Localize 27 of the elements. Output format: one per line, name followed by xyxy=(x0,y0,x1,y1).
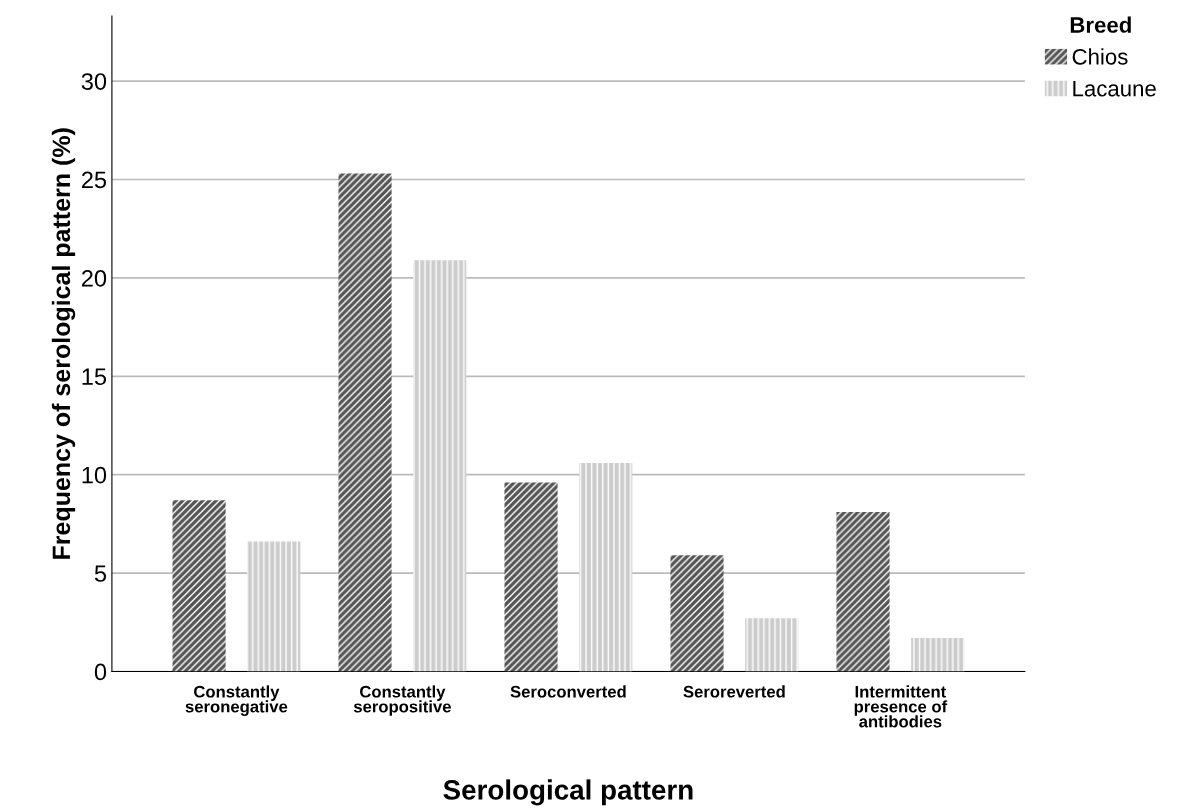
x-axis-title: Serological pattern xyxy=(443,779,693,806)
bar xyxy=(911,638,965,672)
legend-title: Breed xyxy=(1070,16,1131,33)
y-tick-label: 0 xyxy=(94,663,107,681)
x-tick-label: Constantly seronegative xyxy=(185,685,288,716)
y-tick-label: 30 xyxy=(81,73,107,90)
bar xyxy=(745,618,799,672)
x-tick-label: Intermittent presence of antibodies xyxy=(854,685,948,728)
y-tick-label: 10 xyxy=(82,466,107,484)
y-axis-title: Frequency of serological pattern (%) xyxy=(51,128,76,559)
x-tick-label: Seroreverted xyxy=(683,685,785,698)
bar xyxy=(338,173,392,672)
x-tick-label: Constantly seropositive xyxy=(353,685,451,716)
legend-label: Lacaune xyxy=(1073,80,1156,97)
y-tick-label: 5 xyxy=(94,565,107,582)
bar xyxy=(413,260,467,672)
bar xyxy=(247,541,301,672)
legend-label: Chios xyxy=(1072,48,1128,65)
bar xyxy=(670,555,724,672)
bar xyxy=(504,482,558,672)
bar xyxy=(172,500,226,672)
y-tick-label: 15 xyxy=(82,368,107,386)
bar xyxy=(579,462,633,672)
bar xyxy=(836,512,890,672)
x-tick-label: Seroconverted xyxy=(510,685,626,698)
y-tick-label: 20 xyxy=(81,269,107,287)
y-tick-label: 25 xyxy=(81,171,107,189)
